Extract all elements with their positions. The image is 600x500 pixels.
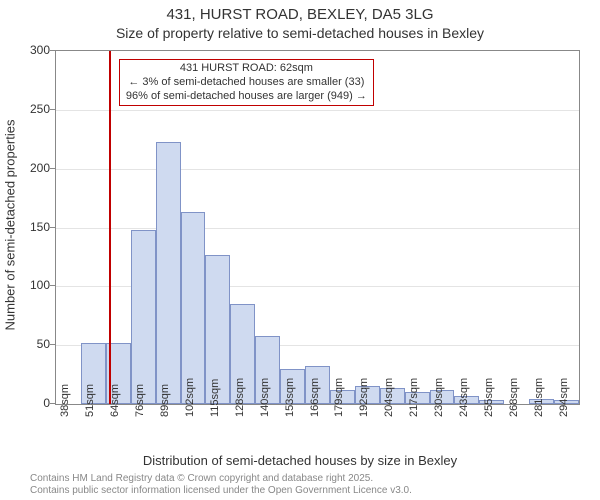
histogram-bar [131, 230, 156, 404]
x-axis-label: Distribution of semi-detached houses by … [0, 453, 600, 468]
y-tick-label: 250 [0, 102, 50, 116]
gridline [56, 228, 579, 229]
y-tick-mark [50, 168, 55, 169]
chart-subtitle: Size of property relative to semi-detach… [0, 25, 600, 41]
y-tick-label: 0 [0, 396, 50, 410]
gridline [56, 169, 579, 170]
y-tick-mark [50, 403, 55, 404]
histogram-bar [181, 212, 206, 404]
annotation-line2: ← 3% of semi-detached houses are smaller… [126, 76, 367, 90]
histogram-bar [156, 142, 181, 404]
y-tick-mark [50, 50, 55, 51]
footer-line1: Contains HM Land Registry data © Crown c… [30, 473, 412, 485]
chart-container: 431, HURST ROAD, BEXLEY, DA5 3LG Size of… [0, 0, 600, 500]
y-tick-label: 200 [0, 161, 50, 175]
y-tick-mark [50, 344, 55, 345]
annotation-box: 431 HURST ROAD: 62sqm← 3% of semi-detach… [119, 59, 374, 106]
annotation-line3: 96% of semi-detached houses are larger (… [126, 90, 367, 104]
y-tick-mark [50, 109, 55, 110]
marker-line [109, 51, 111, 404]
y-tick-label: 150 [0, 220, 50, 234]
plot-area: 431 HURST ROAD: 62sqm← 3% of semi-detach… [55, 50, 580, 405]
footer-attribution: Contains HM Land Registry data © Crown c… [30, 473, 412, 497]
y-tick-label: 300 [0, 43, 50, 57]
y-tick-label: 50 [0, 337, 50, 351]
y-tick-mark [50, 285, 55, 286]
y-tick-mark [50, 227, 55, 228]
y-tick-label: 100 [0, 278, 50, 292]
annotation-line1: 431 HURST ROAD: 62sqm [126, 62, 367, 76]
footer-line2: Contains public sector information licen… [30, 485, 412, 497]
chart-title: 431, HURST ROAD, BEXLEY, DA5 3LG [0, 6, 600, 23]
gridline [56, 110, 579, 111]
